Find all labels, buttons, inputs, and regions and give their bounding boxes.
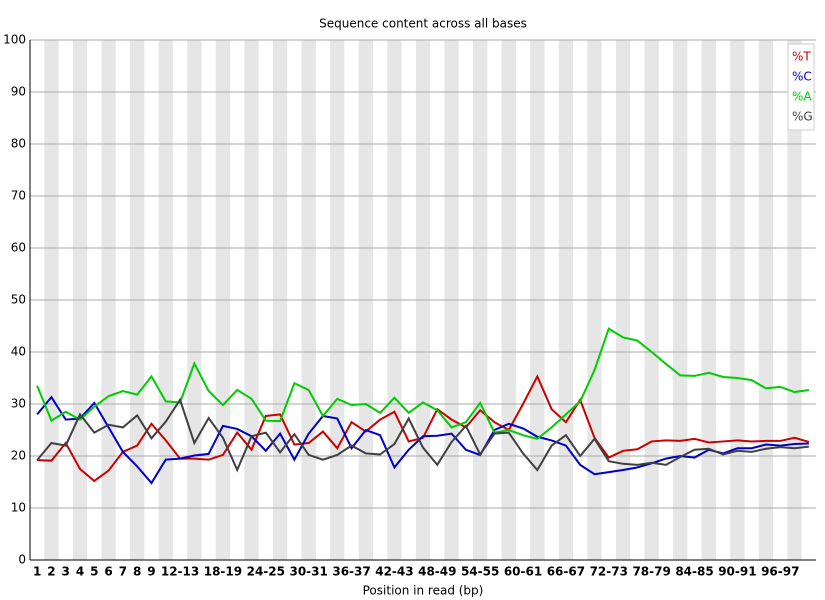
x-tick-label: 54-55 bbox=[461, 565, 499, 579]
x-tick-label: 9 bbox=[147, 565, 155, 579]
x-tick-label: 5 bbox=[90, 565, 98, 579]
x-tick-label: 6 bbox=[104, 565, 112, 579]
x-tick-label: 84-85 bbox=[675, 565, 713, 579]
y-tick-label: 50 bbox=[11, 293, 26, 307]
x-tick-label: 7 bbox=[119, 565, 127, 579]
x-tick-label: 3 bbox=[62, 565, 70, 579]
series-line bbox=[37, 374, 810, 483]
chart-title: Sequence content across all bases bbox=[319, 17, 527, 31]
x-tick-label: 48-49 bbox=[418, 565, 456, 579]
legend-label: %C bbox=[792, 70, 812, 84]
x-tick-label: 36-37 bbox=[332, 565, 370, 579]
legend-label: %G bbox=[792, 110, 813, 124]
x-tick-label: 90-91 bbox=[718, 565, 756, 579]
y-tick-label: 60 bbox=[11, 241, 26, 255]
y-tick-label: 20 bbox=[11, 449, 26, 463]
x-tick-label: 12-13 bbox=[161, 565, 199, 579]
x-tick-label: 8 bbox=[133, 565, 141, 579]
series-line bbox=[36, 327, 809, 440]
y-tick-label: 70 bbox=[11, 189, 26, 203]
x-tick-label: 96-97 bbox=[761, 565, 799, 579]
x-tick-label: 2 bbox=[47, 565, 55, 579]
x-tick-label: 1 bbox=[33, 565, 41, 579]
series-line bbox=[36, 397, 809, 473]
x-tick-label: 24-25 bbox=[247, 565, 285, 579]
x-tick-label: 60-61 bbox=[504, 565, 542, 579]
x-tick-label: 18-19 bbox=[204, 565, 242, 579]
legend-box bbox=[787, 43, 815, 131]
y-tick-label: 100 bbox=[3, 33, 26, 47]
x-tick-label: 78-79 bbox=[632, 565, 670, 579]
y-tick-label: 10 bbox=[11, 501, 26, 515]
x-tick-label: 72-73 bbox=[590, 565, 628, 579]
y-tick-label: 30 bbox=[11, 397, 26, 411]
x-axis-label: Position in read (bp) bbox=[363, 584, 484, 598]
legend-label: %A bbox=[792, 90, 812, 104]
y-tick-label: 80 bbox=[11, 137, 26, 151]
x-tick-label: 30-31 bbox=[289, 565, 327, 579]
y-tick-label: 40 bbox=[11, 345, 26, 359]
x-tick-label: 4 bbox=[76, 565, 84, 579]
x-tick-label: 66-67 bbox=[547, 565, 585, 579]
y-tick-label: 90 bbox=[11, 85, 26, 99]
y-tick-label: 0 bbox=[18, 553, 26, 567]
x-tick-label: 42-43 bbox=[375, 565, 413, 579]
legend-label: %T bbox=[792, 50, 811, 64]
